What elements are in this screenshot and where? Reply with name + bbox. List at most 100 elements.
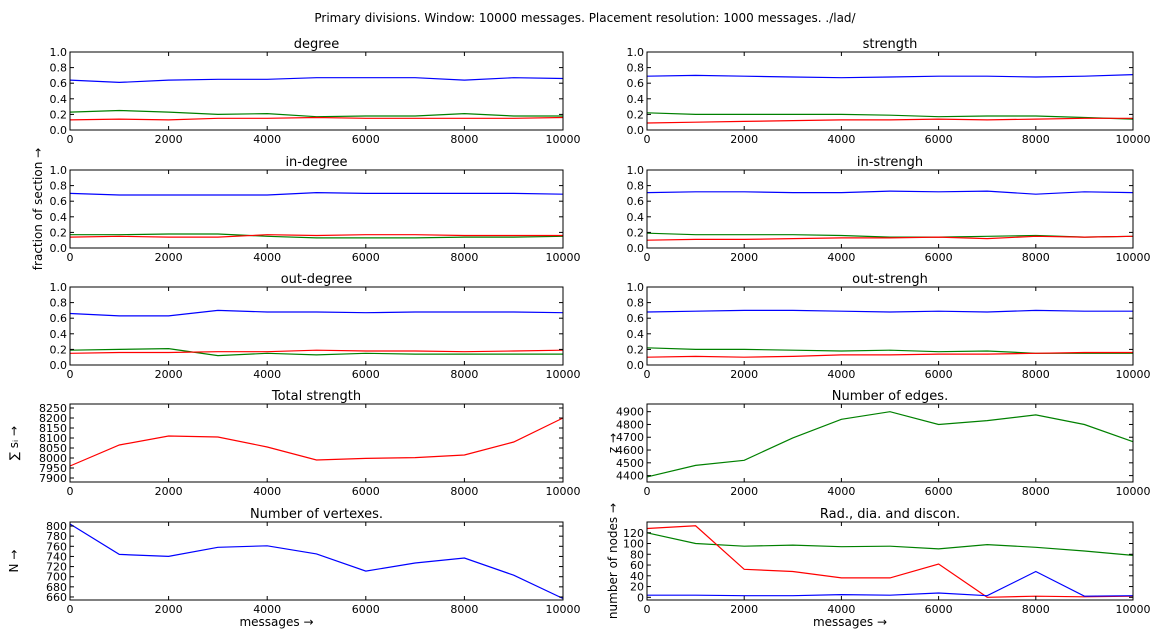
panel-out-degree-ytick-label: 0.8	[50, 297, 68, 310]
panel-degree-title: degree	[294, 37, 340, 52]
panel-total-strength-ytick-label: 7900	[39, 472, 67, 485]
panel-strength-xtick-label: 0	[644, 133, 651, 146]
panel-total-strength-xtick-label: 8000	[450, 485, 478, 498]
panel-rad-dia-and-discon-ylabel: number of nodes →	[606, 503, 620, 619]
panel-in-strengh-ytick-label: 0.8	[627, 180, 645, 193]
panel-in-degree: 0 2000 4000 6000 8000 10000 0.0 0.2 0.4 0.6 0.8 1.0…	[50, 155, 581, 264]
panel-total-strength-frame	[69, 403, 564, 483]
panel-number-of-edges-ytick-label: 4600	[616, 444, 644, 457]
panel-strength-series-red	[646, 117, 1133, 124]
panel-strength-series-green	[646, 112, 1134, 120]
panel-in-degree-xtick-label: 4000	[253, 251, 281, 264]
panel-degree-xtick-label: 0	[67, 133, 74, 146]
panel-out-degree-ytick-label: 0.2	[50, 343, 68, 356]
panel-strength-xtick-label: 6000	[925, 133, 953, 146]
panel-strength-frame	[646, 51, 1134, 131]
panel-out-strengh-xtick-label: 6000	[925, 368, 953, 381]
panel-out-degree-series-red	[69, 349, 564, 354]
panel-in-degree-title: in-degree	[285, 155, 347, 170]
panel-number-of-vertexes-ytick-label: 760	[46, 540, 67, 553]
panel-rad-dia-and-discon-ytick-label: 0	[637, 591, 644, 604]
panel-total-strength-series-red	[69, 417, 564, 467]
panel-number-of-vertexes-ytick-label: 780	[46, 530, 67, 543]
panel-number-of-edges-xtick-label: 10000	[1116, 485, 1151, 498]
panel-out-degree-xtick-label: 4000	[253, 368, 281, 381]
figure-suptitle: Primary divisions. Window: 10000 message…	[314, 11, 856, 25]
panel-out-degree-ytick-label: 0.6	[50, 312, 68, 325]
panel-number-of-edges-ytick-label: 4900	[616, 406, 644, 419]
panel-total-strength-ytick-label: 8150	[39, 422, 67, 435]
panel-number-of-vertexes-xtick-label: 6000	[352, 603, 380, 616]
panel-in-strengh-xtick-label: 4000	[827, 251, 855, 264]
panel-number-of-vertexes-title: Number of vertexes.	[250, 507, 383, 522]
panel-in-strengh-ytick-label: 1.0	[627, 164, 645, 177]
panel-strength-xtick-label: 8000	[1022, 133, 1050, 146]
panel-out-strengh-ytick-label: 1.0	[627, 281, 645, 294]
panel-out-strengh-series-blue	[646, 309, 1133, 313]
panel-in-degree-xtick-label: 2000	[155, 251, 183, 264]
panel-number-of-vertexes-series-blue	[69, 523, 564, 600]
panel-in-strengh-xtick-label: 0	[644, 251, 651, 264]
panel-out-degree-xtick-label: 0	[67, 368, 74, 381]
panel-out-strengh-xtick-label: 4000	[827, 368, 855, 381]
panel-in-strengh-xtick-label: 10000	[1116, 251, 1151, 264]
panel-number-of-edges-ylabel: z →	[606, 433, 620, 453]
panel-rad-dia-and-discon-ytick-label: 120	[623, 527, 644, 540]
panel-in-degree-ytick-label: 0.4	[50, 211, 68, 224]
panel-total-strength-title: Total strength	[271, 389, 361, 404]
panel-total-strength-ytick-label: 8250	[39, 402, 67, 415]
panel-in-degree-xtick-label: 10000	[546, 251, 581, 264]
panel-in-strengh-frame	[646, 169, 1134, 249]
panel-strength-xtick-label: 2000	[730, 133, 758, 146]
panel-in-strengh-xtick-label: 2000	[730, 251, 758, 264]
panel-in-strengh-xtick-label: 8000	[1022, 251, 1050, 264]
panel-number-of-edges-xtick-label: 6000	[925, 485, 953, 498]
panel-rad-dia-and-discon-ytick-label: 40	[630, 570, 644, 583]
panel-total-strength-ytick-label: 7950	[39, 462, 67, 475]
panel-number-of-vertexes-ytick-label: 740	[46, 550, 67, 563]
panel-out-degree-title: out-degree	[281, 272, 353, 287]
panel-degree-series-green	[69, 109, 563, 118]
panel-total-strength-ytick-label: 8000	[39, 452, 67, 465]
panel-in-degree-xtick-label: 0	[67, 251, 74, 264]
panel-in-degree-xtick-label: 8000	[450, 251, 478, 264]
panel-degree-xtick-label: 10000	[546, 133, 581, 146]
panel-degree-xtick-label: 2000	[155, 133, 183, 146]
panel-strength-title: strength	[863, 37, 918, 52]
panel-total-strength-ylabel: ∑ sᵢ →	[7, 426, 21, 460]
panel-number-of-edges-title: Number of edges.	[832, 389, 948, 404]
panel-out-strengh-ytick-label: 0.8	[627, 297, 645, 310]
panel-rad-dia-and-discon-xtick-label: 10000	[1116, 603, 1151, 616]
panel-rad-dia-and-discon-xtick-label: 2000	[730, 603, 758, 616]
panel-degree: 0 2000 4000 6000 8000 10000 0.0 0.2 0.4 0.6 0.8 1.0…	[50, 37, 581, 146]
panel-rad-dia-and-discon-frame	[646, 521, 1134, 601]
panel-in-strengh-title: in-strengh	[857, 155, 923, 170]
panel-in-strengh-ytick-label: 0.0	[627, 242, 645, 255]
panel-strength-ytick-label: 0.8	[627, 62, 645, 75]
panel-degree-xtick-label: 8000	[450, 133, 478, 146]
panel-out-strengh-xtick-label: 0	[644, 368, 651, 381]
panel-total-strength-ytick-label: 8050	[39, 442, 67, 455]
panel-total-strength-xtick-label: 0	[67, 485, 74, 498]
panel-out-degree-ytick-label: 0.0	[50, 359, 68, 372]
panel-in-strengh-series-blue	[646, 190, 1134, 195]
panel-degree-ytick-label: 1.0	[50, 46, 68, 59]
panel-out-strengh-ytick-label: 0.4	[627, 328, 645, 341]
panel-in-strengh-ytick-label: 0.6	[627, 195, 645, 208]
panel-number-of-vertexes-xtick-label: 4000	[253, 603, 281, 616]
panel-rad-dia-and-discon-series-green	[646, 532, 1134, 556]
panel-strength-ytick-label: 0.4	[627, 93, 645, 106]
panel-in-degree-frame	[69, 169, 564, 249]
panel-total-strength-ytick-label: 8200	[39, 412, 67, 425]
panel-in-strengh: 0 2000 4000 6000 8000 10000 0.0 0.2 0.4 0.6 0.8 1.0…	[627, 155, 1151, 264]
panel-degree-series-red	[69, 116, 564, 121]
panel-out-strengh-ytick-label: 0.6	[627, 312, 645, 325]
panel-degree-ytick-label: 0.2	[50, 108, 68, 121]
panel-rad-dia-and-discon-ytick-label: 20	[630, 581, 644, 594]
panel-rad-dia-and-discon-xlabel: messages →	[813, 615, 887, 629]
panel-strength-ytick-label: 1.0	[627, 46, 645, 59]
panel-in-strengh-ytick-label: 0.4	[627, 211, 645, 224]
panel-in-degree-ytick-label: 0.0	[50, 242, 68, 255]
panel-number-of-vertexes-xtick-label: 10000	[546, 603, 581, 616]
